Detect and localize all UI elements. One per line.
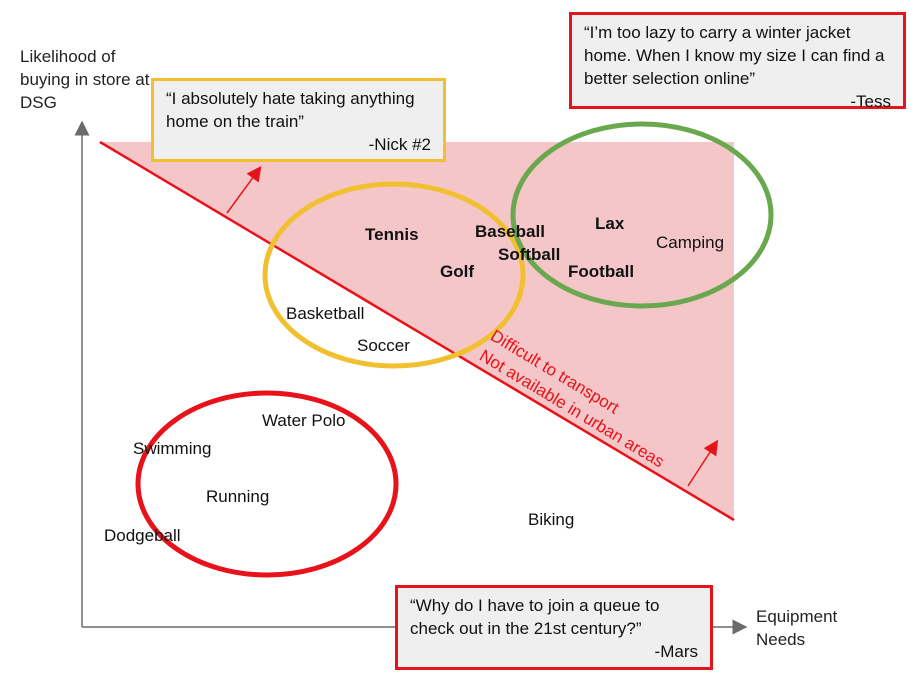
divider-arrow-up [226, 165, 262, 214]
sport-label-swimming: Swimming [133, 439, 212, 458]
quote-text-tess: “I’m too lazy to carry a winter jacket h… [584, 23, 885, 88]
cluster-ellipse-green [510, 121, 774, 309]
divider-arrow-lower [687, 439, 719, 487]
x-axis-label: Equipment Needs [756, 607, 838, 649]
sport-label-baseball: Baseball [475, 222, 545, 241]
quote-text-nick: “I absolutely hate taking anything home … [166, 89, 415, 131]
sport-label-basketball: Basketball [286, 304, 365, 323]
sport-label-running: Running [206, 487, 270, 506]
quote-author-mars: -Mars [654, 642, 698, 661]
quote-author-nick: -Nick #2 [368, 135, 431, 154]
quote-author-tess: -Tess [850, 92, 891, 111]
sport-label-golf: Golf [440, 262, 474, 281]
quote-box-nick: “I absolutely hate taking anything home … [151, 78, 446, 162]
quote-box-mars: “Why do I have to join a queue to check … [395, 585, 713, 670]
cluster-ellipse-yellow [262, 181, 526, 369]
sport-label-biking: Biking [528, 510, 575, 529]
sport-label-tennis: Tennis [365, 225, 419, 244]
sport-label-dodgeball: Dodgeball [104, 526, 181, 545]
quote-box-tess: “I’m too lazy to carry a winter jacket h… [569, 12, 906, 111]
divider-line [99, 140, 735, 522]
sport-label-softball: Softball [498, 245, 561, 264]
sport-label-water-polo: Water Polo [262, 411, 346, 430]
y-axis-label: Likelihood of buying in store at DSG [20, 47, 150, 112]
quote-text-mars: “Why do I have to join a queue to check … [410, 596, 660, 638]
sport-label-camping: Camping [656, 233, 725, 252]
sport-label-soccer: Soccer [357, 336, 410, 355]
sport-label-lax: Lax [595, 214, 625, 233]
sport-label-football: Football [568, 262, 635, 281]
cluster-ellipse-red [135, 390, 399, 578]
